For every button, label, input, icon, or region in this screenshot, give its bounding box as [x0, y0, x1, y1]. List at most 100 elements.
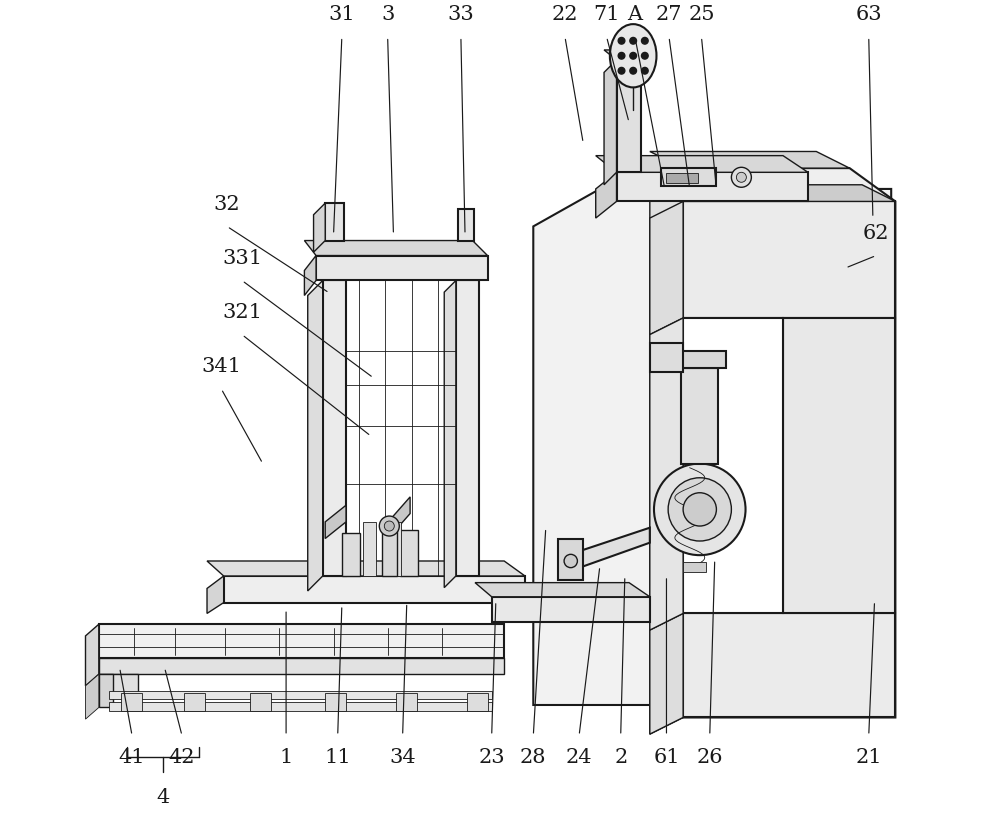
Circle shape — [618, 38, 625, 44]
Text: 62: 62 — [863, 224, 889, 243]
Text: 32: 32 — [214, 195, 240, 214]
Polygon shape — [456, 280, 479, 576]
Polygon shape — [650, 614, 683, 734]
Polygon shape — [604, 60, 617, 185]
Circle shape — [618, 53, 625, 59]
Polygon shape — [109, 702, 492, 711]
Polygon shape — [596, 156, 808, 173]
Polygon shape — [99, 625, 504, 657]
Circle shape — [384, 521, 394, 531]
Polygon shape — [475, 583, 650, 597]
Polygon shape — [650, 202, 683, 334]
Polygon shape — [650, 318, 683, 630]
Polygon shape — [650, 185, 895, 202]
Text: 23: 23 — [478, 748, 505, 767]
Circle shape — [731, 168, 751, 188]
Polygon shape — [85, 674, 99, 719]
Polygon shape — [325, 505, 346, 539]
Polygon shape — [207, 576, 224, 614]
Bar — [666, 173, 698, 183]
Circle shape — [630, 68, 637, 74]
Text: 1: 1 — [279, 748, 293, 767]
Polygon shape — [683, 202, 895, 318]
Polygon shape — [783, 318, 895, 614]
Polygon shape — [650, 152, 850, 168]
Text: 341: 341 — [201, 357, 241, 376]
Ellipse shape — [610, 24, 656, 88]
Polygon shape — [458, 208, 474, 240]
Text: 331: 331 — [222, 249, 262, 268]
Polygon shape — [304, 240, 488, 255]
Polygon shape — [388, 522, 401, 576]
Circle shape — [736, 173, 746, 183]
Polygon shape — [683, 614, 895, 717]
Polygon shape — [308, 280, 323, 591]
Polygon shape — [99, 674, 138, 692]
Polygon shape — [492, 597, 650, 622]
Circle shape — [564, 555, 577, 568]
Circle shape — [630, 38, 637, 44]
Polygon shape — [650, 343, 683, 372]
Text: 25: 25 — [688, 5, 715, 24]
Polygon shape — [224, 576, 525, 603]
Text: 71: 71 — [593, 5, 620, 24]
Text: A: A — [627, 5, 642, 24]
Text: 63: 63 — [855, 5, 882, 24]
Polygon shape — [316, 255, 488, 280]
Circle shape — [683, 493, 716, 526]
Circle shape — [379, 516, 399, 536]
Polygon shape — [467, 692, 488, 711]
Polygon shape — [604, 50, 641, 60]
Text: 22: 22 — [552, 5, 578, 24]
Polygon shape — [683, 168, 895, 717]
Text: 21: 21 — [855, 748, 882, 767]
Polygon shape — [99, 657, 504, 674]
Text: 34: 34 — [389, 748, 416, 767]
Text: 28: 28 — [520, 748, 547, 767]
Circle shape — [630, 53, 637, 59]
Text: 31: 31 — [328, 5, 355, 24]
Polygon shape — [85, 625, 99, 686]
Bar — [683, 562, 706, 572]
Polygon shape — [109, 691, 492, 699]
Text: 26: 26 — [696, 748, 723, 767]
Polygon shape — [363, 522, 376, 576]
Polygon shape — [596, 173, 617, 218]
Text: 4: 4 — [156, 788, 170, 807]
Polygon shape — [323, 280, 346, 576]
Text: 42: 42 — [169, 748, 195, 767]
Text: 24: 24 — [566, 748, 592, 767]
Polygon shape — [533, 189, 891, 705]
Polygon shape — [121, 692, 142, 711]
Polygon shape — [207, 561, 525, 576]
Circle shape — [641, 53, 648, 59]
Polygon shape — [184, 692, 205, 711]
Polygon shape — [314, 203, 325, 252]
Circle shape — [641, 38, 648, 44]
Polygon shape — [575, 528, 650, 570]
Polygon shape — [617, 173, 808, 202]
Circle shape — [654, 464, 746, 555]
Polygon shape — [396, 692, 417, 711]
Polygon shape — [342, 533, 360, 576]
Polygon shape — [325, 203, 344, 240]
Polygon shape — [400, 530, 418, 576]
Polygon shape — [673, 351, 726, 368]
Text: 2: 2 — [614, 748, 627, 767]
Polygon shape — [558, 539, 583, 580]
Text: 321: 321 — [222, 303, 262, 322]
Polygon shape — [250, 692, 271, 711]
Polygon shape — [683, 318, 783, 614]
Polygon shape — [392, 497, 410, 535]
Text: 33: 33 — [448, 5, 474, 24]
Polygon shape — [661, 168, 716, 187]
Circle shape — [668, 478, 731, 541]
Text: 27: 27 — [656, 5, 682, 24]
Text: 41: 41 — [119, 748, 145, 767]
Polygon shape — [99, 674, 113, 707]
Text: 3: 3 — [381, 5, 394, 24]
Polygon shape — [617, 60, 641, 173]
Circle shape — [618, 68, 625, 74]
Text: 61: 61 — [653, 748, 680, 767]
Circle shape — [641, 68, 648, 74]
